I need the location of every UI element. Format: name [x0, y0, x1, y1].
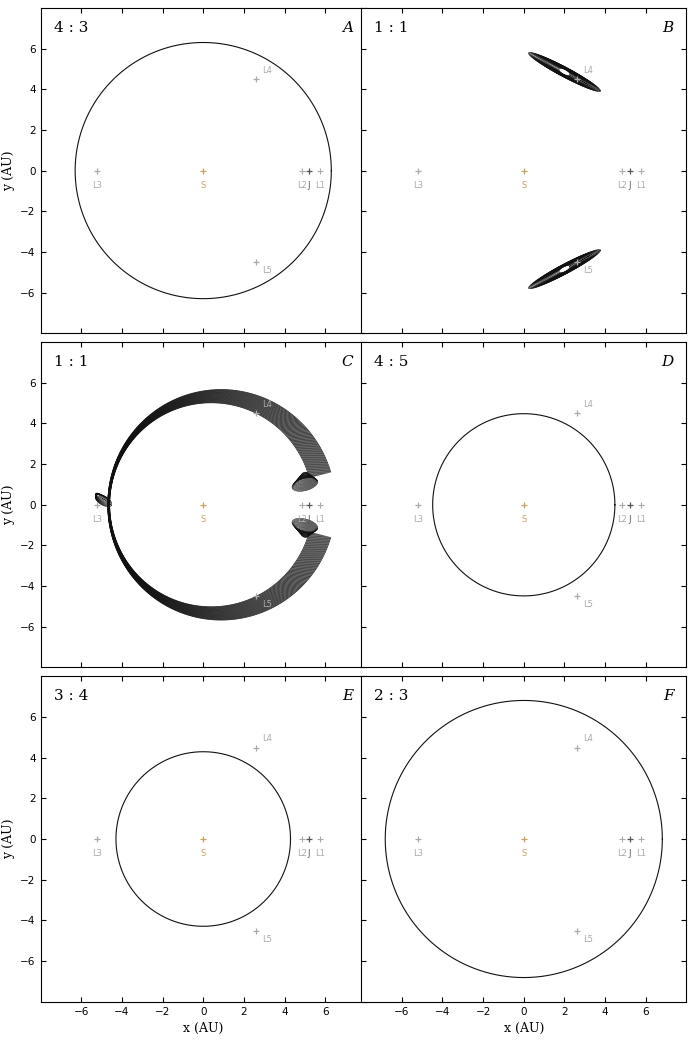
Text: L5: L5: [262, 601, 272, 609]
Y-axis label: y (AU): y (AU): [2, 485, 15, 525]
Text: L1: L1: [316, 515, 325, 524]
Text: S: S: [201, 849, 206, 858]
Text: L5: L5: [583, 266, 592, 275]
Text: L4: L4: [262, 734, 272, 744]
Text: L1: L1: [636, 180, 646, 190]
Text: L4: L4: [583, 734, 592, 744]
Text: L3: L3: [93, 180, 102, 190]
Text: L5: L5: [583, 601, 592, 609]
Text: B: B: [662, 21, 673, 34]
Text: L2: L2: [297, 180, 307, 190]
Text: L3: L3: [93, 515, 102, 524]
Text: L1: L1: [636, 849, 646, 858]
Text: 1 : 1: 1 : 1: [53, 355, 88, 369]
Text: L5: L5: [262, 266, 272, 275]
Text: D: D: [661, 355, 673, 369]
Text: S: S: [521, 180, 527, 190]
Text: L4: L4: [262, 401, 272, 409]
Text: L1: L1: [316, 849, 325, 858]
Text: L4: L4: [583, 401, 592, 409]
Text: 3 : 4: 3 : 4: [53, 689, 88, 703]
Text: L3: L3: [413, 515, 423, 524]
Text: J: J: [308, 180, 310, 190]
Text: A: A: [342, 21, 353, 34]
X-axis label: x (AU): x (AU): [504, 1022, 544, 1035]
Text: F: F: [663, 689, 673, 703]
Text: C: C: [341, 355, 353, 369]
Text: L1: L1: [316, 180, 325, 190]
Text: E: E: [342, 689, 353, 703]
Text: L5: L5: [583, 935, 592, 944]
Text: L5: L5: [262, 935, 272, 944]
Text: L3: L3: [93, 849, 102, 858]
Y-axis label: y (AU): y (AU): [2, 819, 15, 859]
Text: S: S: [201, 515, 206, 524]
X-axis label: x (AU): x (AU): [183, 1022, 224, 1035]
Text: S: S: [201, 180, 206, 190]
Text: J: J: [308, 515, 310, 524]
Text: J: J: [628, 180, 631, 190]
Text: L4: L4: [583, 66, 592, 75]
Text: 4 : 5: 4 : 5: [374, 355, 408, 369]
Text: L3: L3: [413, 180, 423, 190]
Text: J: J: [308, 849, 310, 858]
Text: S: S: [521, 849, 527, 858]
Text: L4: L4: [262, 66, 272, 75]
Text: J: J: [628, 515, 631, 524]
Text: 4 : 3: 4 : 3: [53, 21, 88, 34]
Text: 1 : 1: 1 : 1: [374, 21, 408, 34]
Text: 2 : 3: 2 : 3: [374, 689, 408, 703]
Text: L3: L3: [413, 849, 423, 858]
Y-axis label: y (AU): y (AU): [2, 150, 15, 191]
Text: L2: L2: [617, 180, 628, 190]
Text: J: J: [628, 849, 631, 858]
Text: L2: L2: [617, 849, 628, 858]
Text: S: S: [521, 515, 527, 524]
Text: L2: L2: [617, 515, 628, 524]
Text: L2: L2: [297, 849, 307, 858]
Text: L2: L2: [297, 515, 307, 524]
Text: L1: L1: [636, 515, 646, 524]
